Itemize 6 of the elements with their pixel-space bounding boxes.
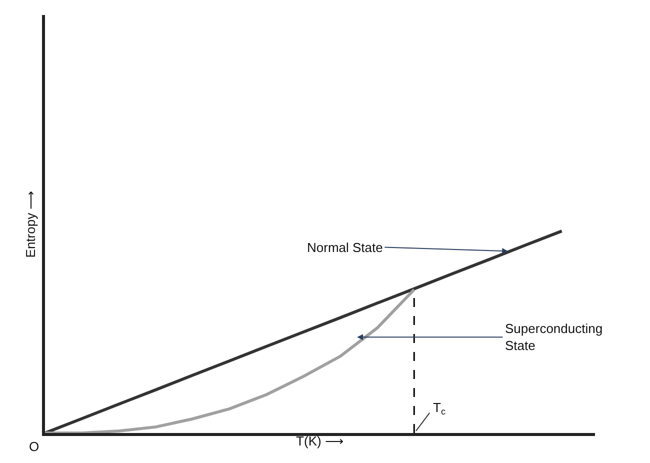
annotation: Superconducting State bbox=[505, 321, 603, 353]
y-axis-title: Entropy ⟶ bbox=[23, 190, 38, 258]
text: O bbox=[29, 439, 40, 454]
annotation: T$_{c}$ bbox=[433, 400, 446, 417]
x-axis-title: T(K) ⟶ bbox=[296, 433, 344, 448]
annotation: Normal State bbox=[307, 240, 383, 255]
